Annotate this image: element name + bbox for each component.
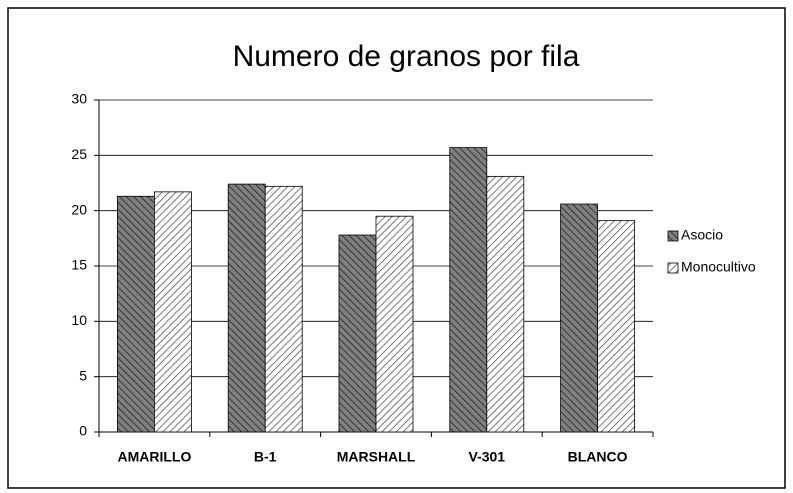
bar xyxy=(338,234,377,433)
x-tick-label: B-1 xyxy=(254,449,277,465)
bar xyxy=(153,191,192,433)
bar xyxy=(375,215,414,433)
y-tick-label: 30 xyxy=(71,91,87,107)
y-tick-label: 20 xyxy=(71,201,87,217)
bar xyxy=(227,183,266,433)
y-tick-label: 15 xyxy=(71,257,87,273)
chart-title: Numero de granos por fila xyxy=(233,40,580,73)
x-tick-label: MARSHALL xyxy=(337,449,416,465)
bar xyxy=(486,175,525,433)
bar xyxy=(116,195,155,433)
y-tick-label: 10 xyxy=(71,312,87,328)
legend-label: Asocio xyxy=(681,227,723,243)
bar xyxy=(264,185,303,433)
legend-label: Monocultivo xyxy=(681,259,756,275)
x-tick-label: BLANCO xyxy=(568,449,628,465)
y-tick-label: 5 xyxy=(79,367,87,383)
x-tick-label: V-301 xyxy=(469,449,506,465)
bar xyxy=(449,147,488,433)
legend-swatch xyxy=(667,262,679,274)
y-tick-label: 25 xyxy=(71,146,87,162)
x-tick-label: AMARILLO xyxy=(117,449,191,465)
bar xyxy=(597,220,636,433)
y-tick-label: 0 xyxy=(79,423,87,439)
legend-swatch xyxy=(667,230,679,242)
bar xyxy=(560,203,598,433)
